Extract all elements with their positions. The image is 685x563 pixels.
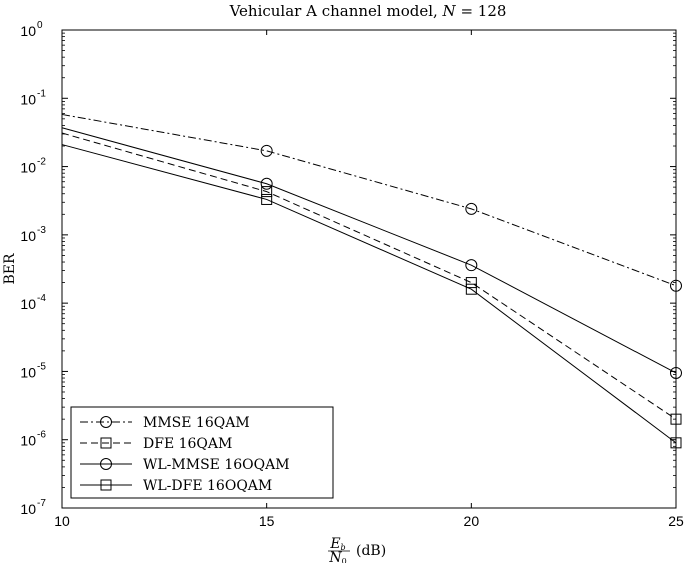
x-label-den-sub: 0	[342, 557, 347, 563]
x-label-denominator: N0	[328, 550, 346, 563]
y-tick-label: 10	[20, 501, 36, 517]
legend-label-3: WL-MMSE 16OQAM	[143, 457, 290, 473]
chart-title-part-3: = 128	[456, 2, 507, 20]
y-tick-label: 10	[20, 91, 36, 107]
series-3-marker	[260, 177, 273, 190]
series-layer	[61, 113, 682, 449]
y-tick-exponent: -7	[37, 498, 46, 509]
chart-title: Vehicular A channel model, N = 128	[229, 2, 507, 20]
y-tick-exponent: -4	[37, 293, 46, 304]
legend-marker-2	[100, 437, 112, 449]
y-tick-label: 10	[20, 23, 36, 39]
y-tick-label: 10	[20, 296, 36, 312]
x-axis-label: Eb N0 (dB)	[328, 536, 386, 563]
series-4-marker	[261, 193, 273, 205]
y-tick-label: 10	[20, 228, 36, 244]
series-3-marker	[670, 366, 682, 379]
x-tick-label: 20	[464, 513, 480, 529]
x-label-num-sub: b	[341, 543, 346, 552]
legend-items: MMSE 16QAM DFE 16QAM WL-MMSE 16OQAM WL-DFE …	[80, 415, 290, 494]
chart-title-var: N	[442, 2, 457, 20]
y-tick-exponent: -6	[37, 430, 46, 441]
x-label-unit: (dB)	[356, 543, 386, 559]
legend: MMSE 16QAM DFE 16QAM WL-MMSE 16OQAM WL-DFE …	[70, 406, 334, 499]
series-line-3	[61, 127, 677, 374]
series-line-2	[61, 132, 677, 420]
series-2-marker	[465, 277, 477, 289]
legend-marker-4	[100, 479, 112, 491]
legend-marker-1	[100, 416, 112, 428]
series-3-marker	[465, 259, 478, 272]
y-tick-exponent: 0	[37, 20, 43, 31]
series-1-marker	[260, 144, 273, 157]
y-axis-label: BER	[2, 253, 18, 285]
y-tick-label: 10	[20, 364, 36, 380]
series-4-marker	[670, 437, 682, 449]
series-1-marker	[670, 279, 682, 292]
legend-label-2: DFE 16QAM	[143, 436, 232, 452]
chart-title-part-1: Vehicular A channel model,	[229, 2, 443, 20]
y-tick-exponent: -5	[37, 361, 46, 372]
y-tick-exponent: -1	[37, 88, 46, 99]
x-label-numerator: Eb	[329, 536, 345, 552]
legend-label-4: WL-DFE 16OQAM	[143, 478, 272, 494]
series-2-marker	[261, 186, 273, 198]
y-tick-exponent: -3	[37, 225, 46, 236]
series-4-marker	[465, 283, 477, 295]
series-1-marker	[465, 202, 478, 215]
x-tick-label: 15	[259, 513, 275, 529]
y-tick-label: 10	[20, 160, 36, 176]
x-label-den-main: N	[328, 550, 342, 563]
legend-marker-3	[100, 458, 112, 470]
y-tick-exponent: -2	[37, 157, 46, 168]
series-line-4	[61, 144, 677, 444]
series-2-marker	[670, 413, 682, 425]
x-label-num-main: E	[329, 536, 340, 552]
x-axis-ticks: 10 15 20 25	[54, 30, 684, 529]
x-tick-label: 10	[54, 513, 70, 529]
x-tick-label: 25	[668, 513, 684, 529]
y-tick-label: 10	[20, 433, 36, 449]
series-line-1	[61, 113, 677, 287]
legend-label-1: MMSE 16QAM	[143, 415, 250, 431]
